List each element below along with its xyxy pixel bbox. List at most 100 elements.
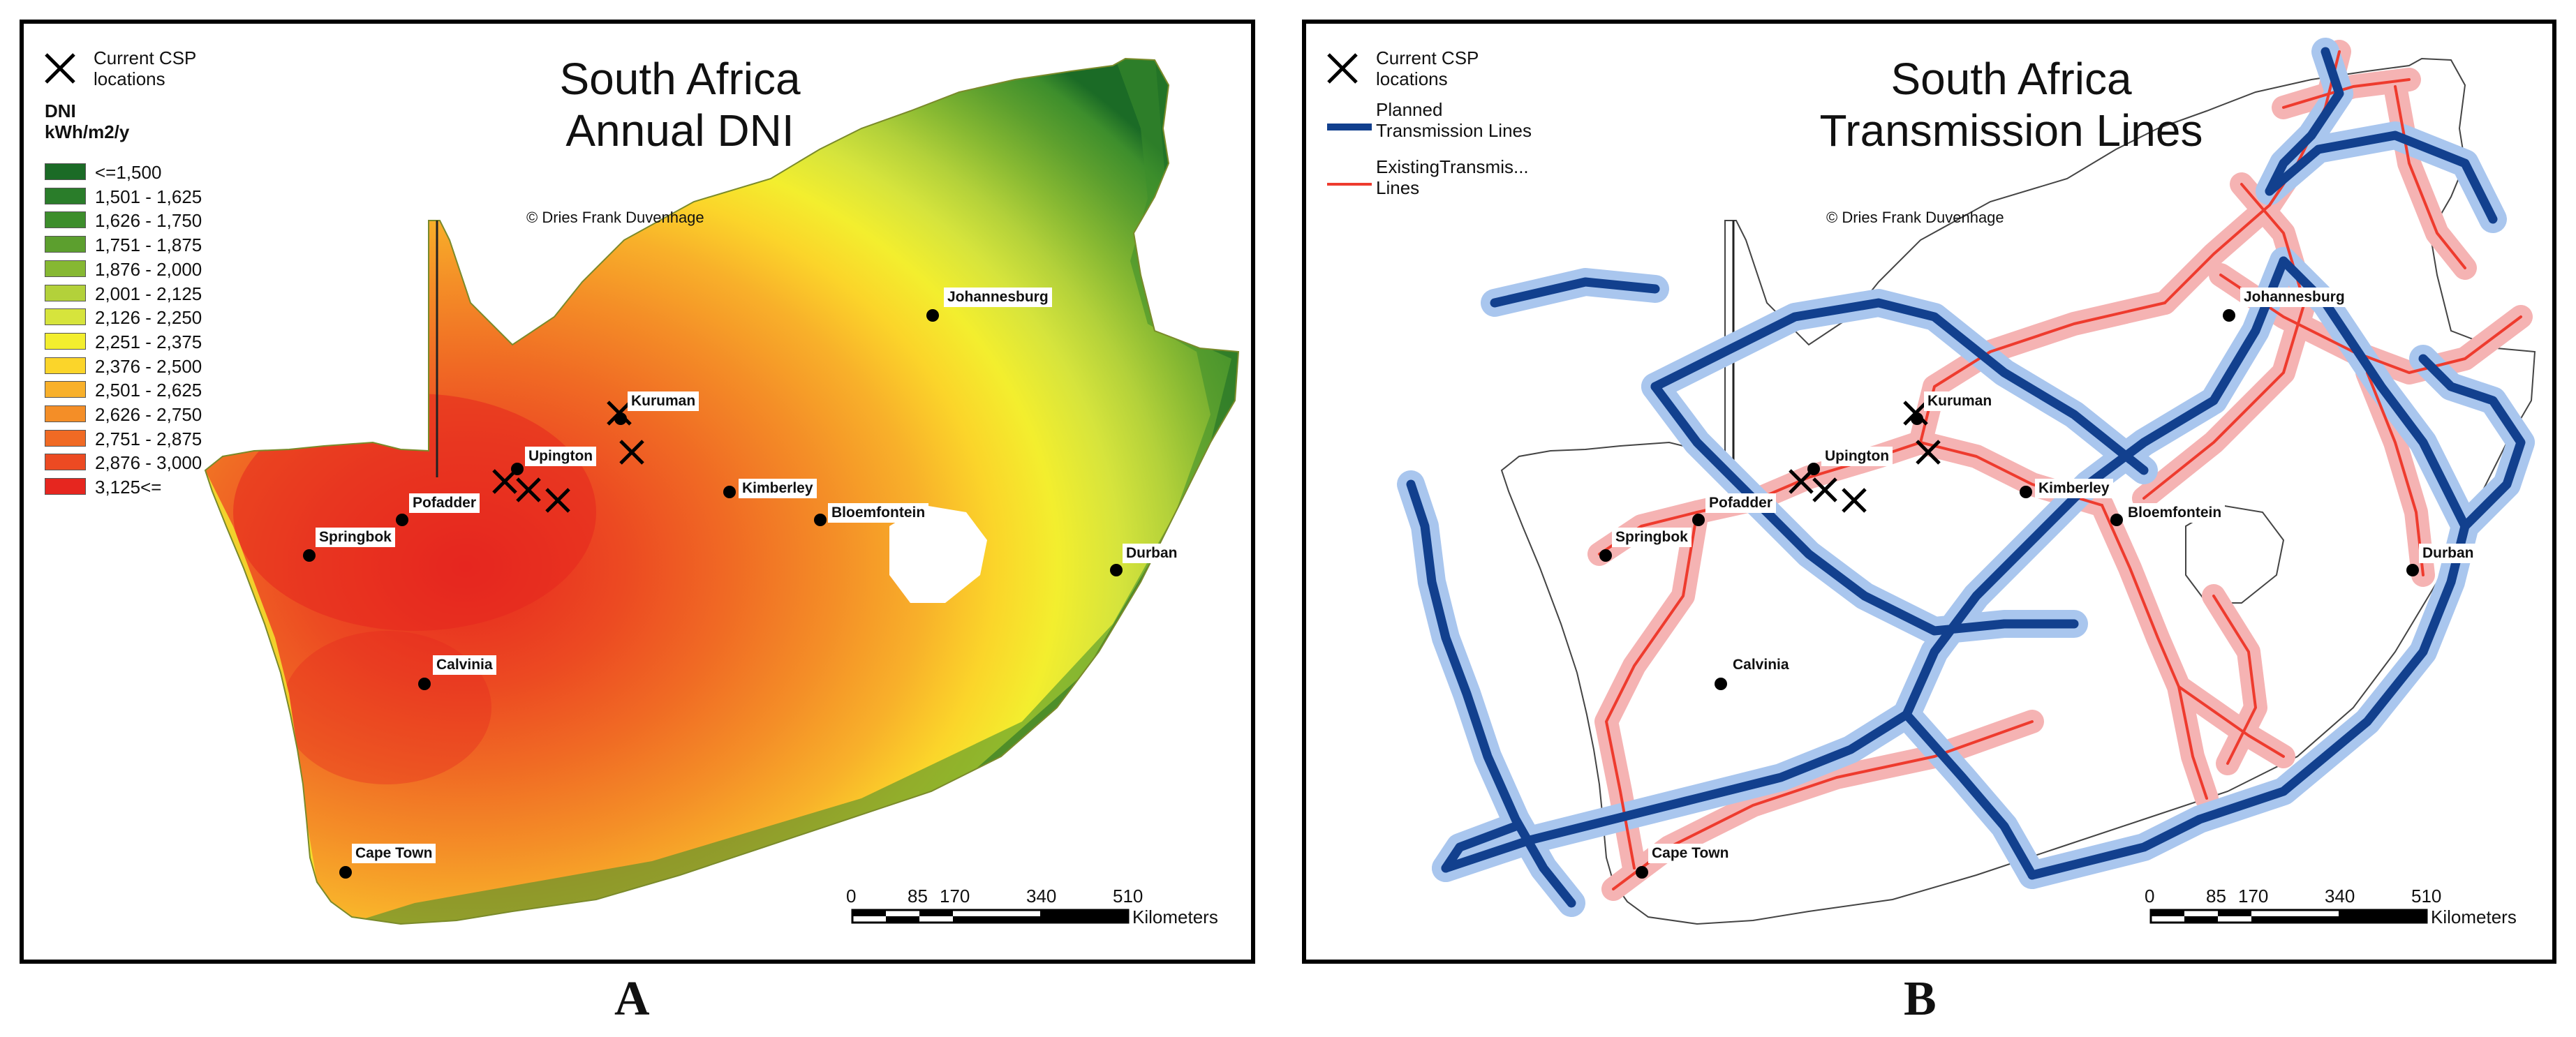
legend-class-label: 2,001 - 2,125 [95,283,202,304]
legend-heading: DNI kWh/m2/y [45,100,129,142]
legend-swatch [45,308,86,326]
city-label-kimberley: Kimberley [2035,479,2113,498]
legend-existing-label: ExistingTransmis... Lines [1376,156,1529,198]
title-line-2: Transmission Lines [1819,105,2203,156]
city-label-pofadder: Pofadder [1705,493,1777,513]
scale-tick-85: 85 [2206,886,2226,907]
city-label-springbok: Springbok [1612,528,1692,547]
csp-markers [492,401,644,513]
city-label-durban: Durban [2419,544,2478,563]
panel-a-dni-map: South Africa Annual DNI © Dries Frank Du… [20,20,1255,964]
scale-tick-510: 510 [2411,886,2442,907]
legend-planned-line2: Transmission Lines [1376,120,1532,141]
city-label-upington: Upington [525,447,597,466]
scale-tick-510: 510 [1113,886,1143,907]
legend-class-label: <=1,500 [95,162,162,183]
planned-lines [1406,47,2526,908]
legend-class-label: 2,251 - 2,375 [95,331,202,352]
city-label-bloemfontein: Bloemfontein [2124,503,2226,523]
legend-swatch [45,429,86,447]
legend-planned-label: Planned Transmission Lines [1376,99,1532,141]
legend-heading-line2: kWh/m2/y [45,121,130,142]
legend-class-label: 2,126 - 2,250 [95,307,202,329]
legend-swatch [45,236,86,253]
city-label-calvinia: Calvinia [433,655,496,675]
panel-letter-b: B [1904,972,1937,1026]
legend-swatch [45,211,86,229]
city-label-springbok: Springbok [316,528,395,547]
scale-tick-340: 340 [1026,886,1057,907]
legend-csp-line2: locations [94,68,165,89]
scale-tick-0: 0 [846,886,857,907]
legend-class-label: 1,626 - 1,750 [95,210,202,232]
city-markers [303,309,1123,879]
legend-swatch [45,478,86,495]
legend-heading-line1: DNI [45,100,76,121]
copyright-b: © Dries Frank Duvenhage [1826,209,2004,226]
legend-class-label: 2,876 - 3,000 [95,452,202,474]
city-label-cape-town: Cape Town [1648,844,1733,863]
city-label-kimberley: Kimberley [739,479,817,498]
lesotho-region [889,505,987,603]
city-label-johannesburg: Johannesburg [2240,288,2348,307]
map-title-b: South Africa Transmission Lines [1767,53,2256,156]
legend-csp-label: Current CSP locations [94,47,196,89]
legend-existing-symbol [1327,183,1372,186]
legend-swatch [45,187,86,204]
legend-planned-symbol [1327,124,1372,130]
legend-class-label: 1,501 - 1,625 [95,186,202,207]
legend-existing-line1: ExistingTransmis... [1376,156,1529,177]
legend-swatch [45,381,86,398]
legend-csp-symbol [45,53,75,84]
scale-tick-340: 340 [2325,886,2355,907]
scale-tick-85: 85 [908,886,928,907]
dni-map-graphic [45,53,1239,925]
city-label-cape-town: Cape Town [352,844,436,863]
copyright-a: © Dries Frank Duvenhage [526,209,704,226]
legend-class-label: 1,751 - 1,875 [95,234,202,256]
legend-csp-line2: locations [1376,68,1448,89]
legend-swatch [45,284,86,301]
csp-markers-b [1789,401,1941,513]
title-line-2: Annual DNI [565,105,794,156]
panel-letter-a: A [614,972,650,1026]
city-label-pofadder: Pofadder [409,493,480,513]
legend-class-label: 2,626 - 2,750 [95,404,202,425]
map-title-a: South Africa Annual DNI [484,53,875,156]
legend-class-label: 2,376 - 2,500 [95,355,202,377]
scale-tick-0: 0 [2145,886,2155,907]
legend-swatch [45,332,86,350]
legend-class-label: 1,876 - 2,000 [95,258,202,280]
city-label-kuruman: Kuruman [1924,391,1996,411]
scale-unit: Kilometers [2431,907,2517,927]
legend-swatch [45,260,86,277]
scale-bar-a [851,909,1130,924]
legend-csp-line1: Current CSP [94,47,197,68]
scale-unit: Kilometers [1132,907,1218,927]
legend-csp-symbol-b [1327,53,1358,84]
scale-bar-b [2149,909,2428,924]
legend-planned-line1: Planned [1376,99,1443,120]
city-label-kuruman: Kuruman [628,391,699,411]
city-label-calvinia: Calvinia [1733,657,1789,673]
legend-class-label: 2,501 - 2,625 [95,380,202,401]
country-outline [1500,57,2536,925]
scale-tick-170: 170 [940,886,970,907]
legend-existing-line2: Lines [1376,177,1420,198]
legend-swatch [45,163,86,180]
legend-swatch [45,454,86,471]
city-label-upington: Upington [1821,447,1893,466]
legend-csp-line1: Current CSP [1376,47,1479,68]
legend-class-label: 2,751 - 2,875 [95,428,202,449]
title-line-1: South Africa [1890,54,2132,104]
scale-tick-170: 170 [2238,886,2269,907]
legend-csp-label-b: Current CSP locations [1376,47,1479,89]
legend-class-label: 3,125<= [95,477,162,498]
panel-b-transmission-map: South Africa Transmission Lines © Dries … [1302,20,2556,964]
city-label-johannesburg: Johannesburg [944,288,1052,307]
legend-swatch [45,405,86,422]
legend-swatch [45,357,86,374]
city-label-durban: Durban [1123,544,1181,563]
city-label-bloemfontein: Bloemfontein [828,503,929,523]
title-line-1: South Africa [559,54,801,104]
